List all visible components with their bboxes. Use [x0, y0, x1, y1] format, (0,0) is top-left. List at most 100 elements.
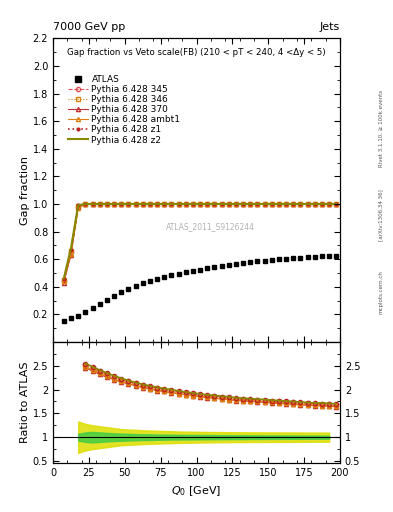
Pythia 6.428 ambt1: [226, 201, 231, 207]
Pythia 6.428 346: [83, 201, 88, 207]
Pythia 6.428 345: [262, 201, 267, 207]
Pythia 6.428 346: [270, 201, 274, 207]
Pythia 6.428 z1: [83, 201, 88, 207]
Pythia 6.428 346: [277, 201, 281, 207]
Pythia 6.428 345: [133, 201, 138, 207]
Pythia 6.428 ambt1: [83, 201, 88, 207]
ATLAS: [262, 258, 267, 264]
ATLAS: [226, 262, 231, 268]
Pythia 6.428 370: [327, 201, 332, 207]
Pythia 6.428 ambt1: [61, 278, 66, 284]
Pythia 6.428 370: [270, 201, 274, 207]
Pythia 6.428 ambt1: [112, 201, 116, 207]
Pythia 6.428 345: [176, 201, 181, 207]
ATLAS: [334, 252, 339, 259]
Pythia 6.428 z2: [291, 201, 296, 207]
Pythia 6.428 z2: [270, 201, 274, 207]
Pythia 6.428 370: [184, 201, 188, 207]
Pythia 6.428 z1: [255, 201, 260, 207]
Pythia 6.428 346: [284, 201, 288, 207]
X-axis label: $Q_0$ [GeV]: $Q_0$ [GeV]: [171, 484, 222, 498]
ATLAS: [291, 255, 296, 261]
Pythia 6.428 345: [126, 201, 131, 207]
Pythia 6.428 345: [105, 201, 109, 207]
Pythia 6.428 345: [320, 201, 324, 207]
Pythia 6.428 z1: [198, 201, 202, 207]
ATLAS: [147, 278, 152, 284]
Pythia 6.428 z1: [219, 201, 224, 207]
Pythia 6.428 346: [198, 201, 202, 207]
Pythia 6.428 345: [184, 201, 188, 207]
Pythia 6.428 345: [277, 201, 281, 207]
Pythia 6.428 z2: [241, 201, 246, 207]
ATLAS: [233, 261, 238, 267]
Line: Pythia 6.428 346: Pythia 6.428 346: [64, 204, 336, 280]
Pythia 6.428 z2: [191, 201, 195, 207]
Pythia 6.428 ambt1: [248, 201, 253, 207]
Pythia 6.428 ambt1: [76, 205, 81, 211]
Pythia 6.428 346: [147, 201, 152, 207]
Pythia 6.428 345: [334, 201, 339, 207]
Pythia 6.428 z2: [69, 245, 73, 251]
Pythia 6.428 z2: [233, 201, 238, 207]
Pythia 6.428 370: [334, 201, 339, 207]
Pythia 6.428 ambt1: [184, 201, 188, 207]
ATLAS: [133, 283, 138, 289]
Pythia 6.428 370: [69, 252, 73, 258]
Pythia 6.428 z1: [327, 201, 332, 207]
Pythia 6.428 ambt1: [270, 201, 274, 207]
Pythia 6.428 346: [255, 201, 260, 207]
Text: [arXiv:1306.34 36]: [arXiv:1306.34 36]: [379, 189, 384, 241]
Pythia 6.428 346: [298, 201, 303, 207]
Pythia 6.428 z1: [69, 246, 73, 252]
Pythia 6.428 ambt1: [298, 201, 303, 207]
Pythia 6.428 346: [90, 201, 95, 207]
Pythia 6.428 z1: [241, 201, 246, 207]
Pythia 6.428 z2: [284, 201, 288, 207]
Pythia 6.428 ambt1: [119, 201, 123, 207]
Pythia 6.428 345: [97, 201, 102, 207]
Pythia 6.428 370: [312, 201, 317, 207]
ATLAS: [248, 259, 253, 265]
Pythia 6.428 346: [140, 201, 145, 207]
Text: ATLAS_2011_S9126244: ATLAS_2011_S9126244: [166, 222, 255, 231]
Pythia 6.428 370: [90, 201, 95, 207]
Pythia 6.428 345: [226, 201, 231, 207]
ATLAS: [277, 256, 281, 262]
Pythia 6.428 z2: [155, 201, 160, 207]
Pythia 6.428 370: [219, 201, 224, 207]
Pythia 6.428 ambt1: [140, 201, 145, 207]
Pythia 6.428 z1: [140, 201, 145, 207]
Pythia 6.428 370: [97, 201, 102, 207]
ATLAS: [305, 254, 310, 260]
Pythia 6.428 z2: [105, 201, 109, 207]
Pythia 6.428 z2: [76, 202, 81, 208]
Pythia 6.428 ambt1: [191, 201, 195, 207]
Pythia 6.428 370: [248, 201, 253, 207]
Pythia 6.428 ambt1: [90, 201, 95, 207]
Pythia 6.428 346: [169, 201, 174, 207]
Pythia 6.428 370: [255, 201, 260, 207]
Pythia 6.428 345: [61, 278, 66, 284]
Pythia 6.428 z2: [119, 201, 123, 207]
Pythia 6.428 370: [61, 280, 66, 286]
ATLAS: [69, 315, 73, 321]
Pythia 6.428 370: [119, 201, 123, 207]
Pythia 6.428 346: [327, 201, 332, 207]
ATLAS: [298, 254, 303, 261]
Pythia 6.428 345: [191, 201, 195, 207]
Pythia 6.428 z2: [212, 201, 217, 207]
Line: Pythia 6.428 z1: Pythia 6.428 z1: [64, 204, 336, 279]
Pythia 6.428 ambt1: [305, 201, 310, 207]
Pythia 6.428 345: [298, 201, 303, 207]
Text: Jets: Jets: [320, 22, 340, 32]
Pythia 6.428 370: [198, 201, 202, 207]
Pythia 6.428 370: [176, 201, 181, 207]
Pythia 6.428 z1: [312, 201, 317, 207]
Text: Rivet 3.1.10, ≥ 100k events: Rivet 3.1.10, ≥ 100k events: [379, 90, 384, 166]
Pythia 6.428 346: [241, 201, 246, 207]
Pythia 6.428 370: [162, 201, 167, 207]
Pythia 6.428 345: [83, 201, 88, 207]
Pythia 6.428 345: [147, 201, 152, 207]
ATLAS: [90, 305, 95, 311]
